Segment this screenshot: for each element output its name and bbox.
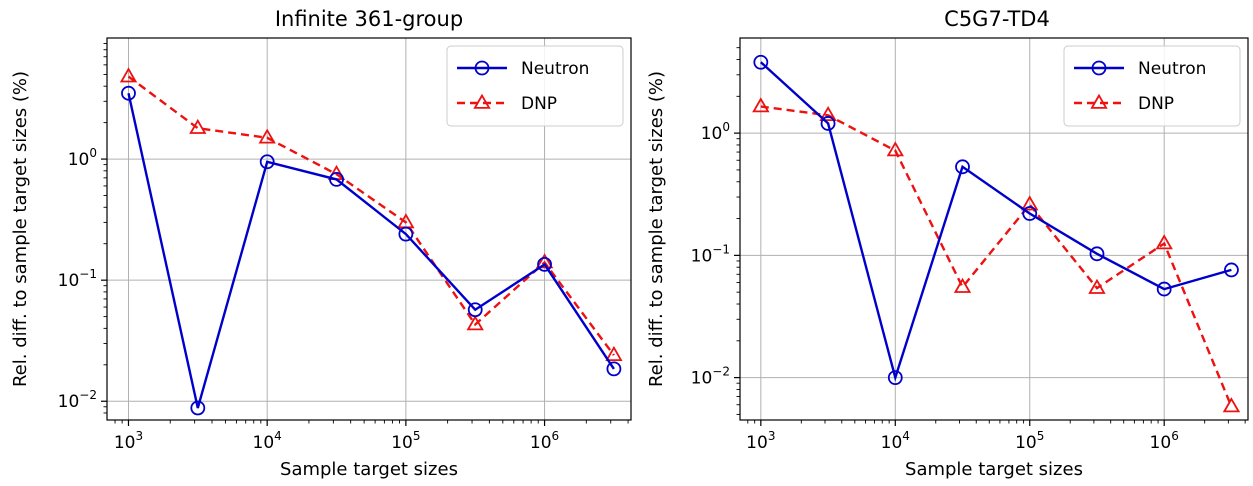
chart-left-x-tick-label: 103 — [114, 429, 143, 453]
chart-right-legend-box — [1063, 45, 1241, 127]
chart-left-series — [119, 67, 623, 416]
chart-right-series-neutron-line — [759, 61, 1232, 382]
chart-right-plot-area — [739, 37, 1249, 421]
chart-left-legend: Neutron DNP — [446, 45, 624, 127]
chart-left-legend-dnp-label: DNP — [521, 94, 557, 114]
chart-right-x-axis-label: Sample target sizes — [905, 459, 1083, 480]
chart-right-series-neutron-point — [1156, 281, 1172, 297]
chart-right-series-neutron-point — [753, 54, 769, 70]
chart-right-legend-dnp-label: DNP — [1138, 94, 1174, 114]
chart-right-x-tick-label: 104 — [881, 429, 910, 453]
chart-right-y-tick-label: 10−2 — [691, 365, 730, 389]
chart-left-series-dnp-point — [535, 253, 554, 269]
chart-left-series-neutron-point — [121, 85, 136, 101]
chart-right-y-tick-label: 100 — [701, 120, 730, 144]
chart-right-x-tick-label: 103 — [746, 429, 775, 453]
chart-right-series-neutron-point — [1022, 206, 1038, 221]
chart-left-x-tick-label: 105 — [391, 429, 420, 453]
chart-left-series-neutron-point — [190, 400, 206, 416]
chart-left-y-tick-label: 10−2 — [58, 388, 97, 412]
chart-left-series-neutron-point — [606, 361, 622, 377]
chart-left-x-axis-label: Sample target sizes — [280, 459, 458, 480]
chart-right: C5G7-TD4 103 104 105 106 10−2 10−1 100 Sample … — [646, 7, 1249, 480]
chart-left-series-neutron-point — [329, 171, 344, 187]
chart-left-legend-neutron-label: Neutron — [521, 59, 589, 79]
chart-left-y-axis-label: Rel. diff. to sample target sizes (%) — [10, 71, 31, 387]
chart-right-series-dnp-point — [1088, 278, 1106, 294]
chart-left-x-tick-label: 106 — [530, 429, 559, 453]
chart-right-series-dnp-line — [760, 105, 1233, 407]
chart-left-legend-dnp-marker — [473, 93, 491, 109]
chart-right-series-dnp-point — [752, 97, 770, 113]
chart-right-y-tick-label: 10−1 — [691, 242, 730, 266]
chart-right-series-neutron-point — [820, 116, 836, 131]
chart-left-legend-box — [446, 45, 624, 127]
chart-right-legend-neutron-marker — [1091, 60, 1107, 76]
chart-right-series-neutron-point — [955, 159, 970, 175]
chart-left-ticks: 103 104 105 106 10−2 10−1 100 — [58, 43, 629, 453]
chart-left-y-tick-label: 100 — [68, 146, 97, 170]
chart-right-series-neutron-point — [1224, 262, 1239, 278]
chart-right-series-dnp-point — [1222, 397, 1241, 413]
chart-left-plot-area — [106, 37, 632, 421]
chart-right-title: C5G7-TD4 — [944, 7, 1050, 31]
chart-right-series-neutron-point — [887, 370, 903, 386]
chart-right-legend-neutron-label: Neutron — [1138, 59, 1206, 79]
chart-right-y-axis-label: Rel. diff. to sample target sizes (%) — [646, 71, 667, 387]
chart-left-series-neutron-line — [127, 92, 615, 409]
chart-right-legend-dnp-marker — [1090, 93, 1108, 109]
chart-right-series-dnp-point — [1021, 195, 1039, 211]
chart-right-series-dnp-point — [886, 141, 904, 157]
chart-left-series-dnp-point — [189, 118, 207, 134]
chart-left-y-tick-label: 10−1 — [58, 267, 97, 291]
chart-left-series-neutron-point — [259, 154, 275, 170]
chart-left-series-neutron-point — [537, 256, 552, 272]
chart-right-series-dnp-point — [1155, 234, 1173, 250]
chart-left-series-dnp-point — [605, 345, 623, 362]
chart-right-series-neutron-point — [1089, 246, 1105, 262]
chart-left-legend-neutron-marker — [474, 60, 490, 76]
chart-left-title: Infinite 361-group — [275, 7, 463, 31]
chart-right-series-dnp-point — [819, 106, 837, 121]
chart-left-series-dnp-point — [258, 128, 276, 144]
chart-left-x-tick-label: 104 — [253, 429, 282, 453]
chart-left-series-dnp-point — [466, 315, 484, 331]
chart-left-series-neutron-point — [467, 302, 483, 318]
chart-right-grid — [740, 38, 1248, 420]
chart-left-series-neutron-point — [398, 226, 414, 242]
chart-right-series-dnp-point — [953, 277, 972, 293]
chart-right-legend: Neutron DNP — [1063, 45, 1241, 127]
chart-right-x-tick-label: 105 — [1015, 429, 1044, 453]
chart-right-series — [752, 54, 1241, 413]
chart-left: Infinite 361-group 103 104 105 10610−210−11… — [10, 7, 632, 480]
chart-right-ticks: 103 104 105 106 10−2 10−1 100 — [691, 47, 1246, 453]
chart-left-series-dnp-point — [119, 67, 138, 83]
chart-right-x-tick-label: 106 — [1150, 429, 1179, 453]
